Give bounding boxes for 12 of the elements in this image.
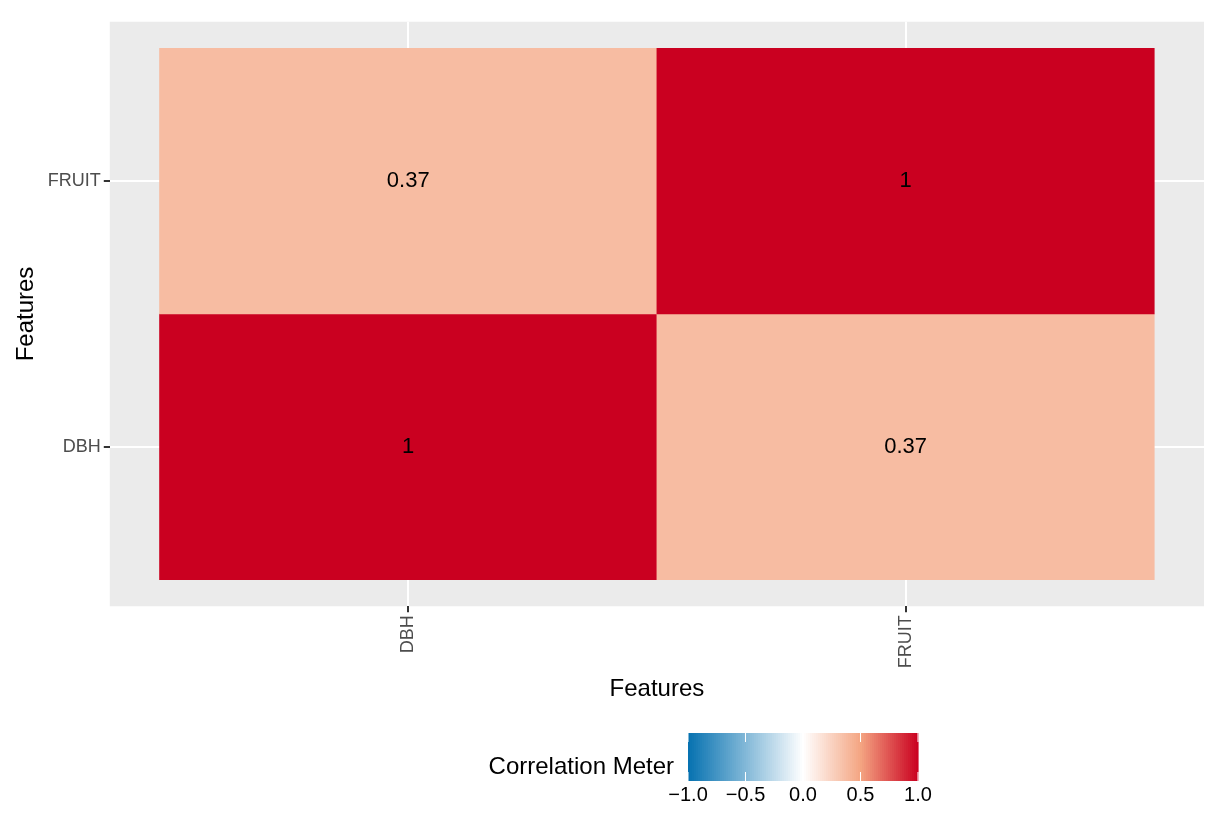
data-label: 1 <box>899 167 912 193</box>
color-bar-label: −1.0 <box>668 782 708 805</box>
y-axis-title: Features <box>11 266 39 362</box>
color-bar-label: 0.5 <box>846 782 875 805</box>
color-bar-label: 0.0 <box>789 782 817 805</box>
data-label: 0.37 <box>386 167 430 193</box>
data-label: 1 <box>402 432 415 458</box>
x-axis-title: Features <box>609 674 705 702</box>
color-bar-label: 1.0 <box>904 782 932 805</box>
data-label: 0.37 <box>884 432 927 458</box>
color-bar-title: Correlation Meter <box>488 751 674 779</box>
color-bar-label: −0.5 <box>725 782 766 805</box>
